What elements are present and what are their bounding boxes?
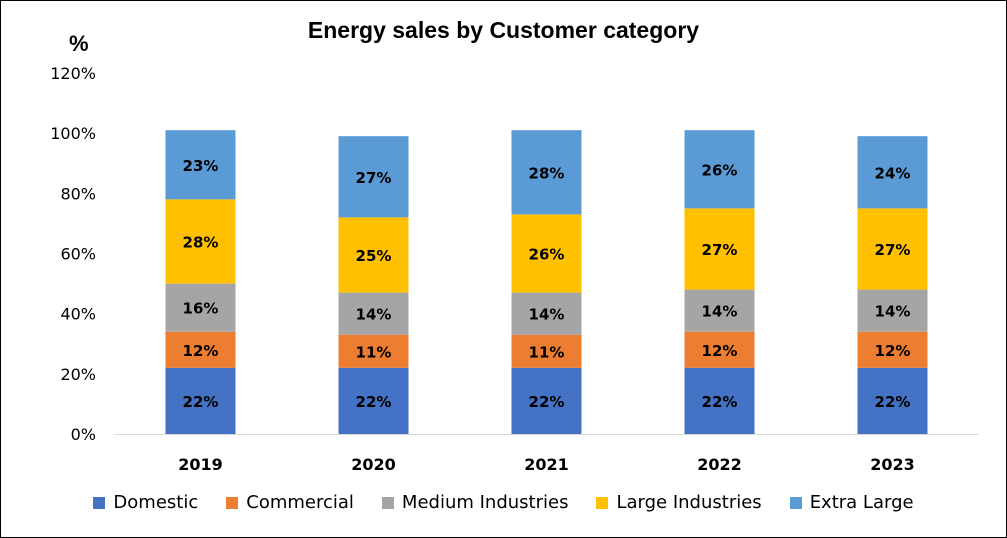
- bar-segment-domestic: [338, 367, 409, 434]
- data-label: 22%: [529, 393, 565, 411]
- legend-label: Extra Large: [809, 492, 914, 513]
- data-label: 22%: [356, 393, 392, 411]
- y-axis-label: %: [69, 31, 89, 56]
- legend-swatch: [381, 496, 394, 509]
- bar-segment-medium-industries: [857, 289, 928, 332]
- bar-segment-commercial: [857, 331, 928, 368]
- bar-segment-commercial: [338, 334, 409, 368]
- x-tick-label: 2021: [524, 455, 569, 474]
- legend-item: Commercial: [226, 492, 354, 513]
- y-tick-label: 100%: [50, 124, 96, 143]
- chart-title: Energy sales by Customer category: [307, 17, 700, 43]
- data-label: 22%: [875, 393, 911, 411]
- bar-segment-medium-industries: [338, 292, 409, 335]
- data-label: 27%: [875, 241, 911, 259]
- legend-label: Medium Industries: [401, 492, 569, 513]
- bar-segment-extra-large: [165, 130, 236, 200]
- data-label: 27%: [356, 169, 392, 187]
- bar-segment-commercial: [511, 334, 582, 368]
- data-label: 12%: [702, 342, 738, 360]
- y-tick-label: 60%: [60, 245, 96, 264]
- x-tick-label: 2023: [870, 455, 915, 474]
- data-label: 22%: [183, 393, 219, 411]
- data-label: 22%: [702, 393, 738, 411]
- data-label: 26%: [529, 246, 565, 264]
- bar-segment-extra-large: [338, 136, 409, 218]
- bar-segment-commercial: [684, 331, 755, 368]
- legend-label: Commercial: [246, 492, 354, 513]
- legend-swatch: [226, 496, 239, 509]
- legend-swatch: [789, 496, 802, 509]
- data-label: 14%: [356, 306, 392, 324]
- x-tick-label: 2019: [178, 455, 223, 474]
- data-label: 14%: [702, 303, 738, 321]
- x-tick-label: 2022: [697, 455, 742, 474]
- bar-segment-domestic: [165, 367, 236, 434]
- legend-item: Large Industries: [596, 492, 762, 513]
- legend-label: Domestic: [113, 492, 199, 513]
- bar-segment-medium-industries: [165, 283, 236, 332]
- bar-segment-extra-large: [857, 136, 928, 209]
- bar-segment-large-industries: [684, 208, 755, 290]
- bar-segment-large-industries: [511, 214, 582, 293]
- bar-segment-commercial: [165, 331, 236, 368]
- bar-segment-large-industries: [857, 208, 928, 290]
- data-label: 14%: [529, 306, 565, 324]
- legend-item: Medium Industries: [381, 492, 569, 513]
- y-tick-label: 120%: [50, 64, 96, 83]
- data-label: 12%: [183, 342, 219, 360]
- bar-segment-medium-industries: [684, 289, 755, 332]
- bar-segment-domestic: [684, 367, 755, 434]
- legend-item: Extra Large: [789, 492, 914, 513]
- y-tick-label: 0%: [71, 425, 96, 444]
- data-label: 14%: [875, 303, 911, 321]
- bar-segment-domestic: [511, 367, 582, 434]
- data-label: 11%: [529, 343, 565, 361]
- data-label: 23%: [183, 157, 219, 175]
- data-label: 26%: [702, 161, 738, 179]
- legend-label: Large Industries: [616, 492, 762, 513]
- bar-segment-large-industries: [165, 199, 236, 284]
- data-label: 12%: [875, 342, 911, 360]
- legend-swatch: [596, 496, 609, 509]
- legend: Domestic Commercial Medium Industries Large…: [1, 492, 1006, 513]
- y-tick-label: 40%: [60, 305, 96, 324]
- data-label: 24%: [875, 164, 911, 182]
- data-label: 11%: [356, 343, 392, 361]
- y-tick-label: 20%: [60, 365, 96, 384]
- plot-area: 0% 20% 40% 60% 80% 100% 120% 22% 12% 16% 28% 23% 201…: [50, 64, 979, 474]
- legend-swatch: [93, 496, 106, 509]
- data-label: 27%: [702, 241, 738, 259]
- x-tick-label: 2020: [351, 455, 396, 474]
- y-tick-label: 80%: [60, 184, 96, 203]
- data-label: 25%: [356, 247, 392, 265]
- bar-segment-extra-large: [511, 130, 582, 215]
- bar-segment-medium-industries: [511, 292, 582, 335]
- data-label: 28%: [183, 233, 219, 251]
- bar-segment-extra-large: [684, 130, 755, 209]
- data-label: 28%: [529, 164, 565, 182]
- data-label: 16%: [183, 300, 219, 318]
- bar-segment-large-industries: [338, 217, 409, 293]
- bar-segment-domestic: [857, 367, 928, 434]
- legend-item: Domestic: [93, 492, 198, 513]
